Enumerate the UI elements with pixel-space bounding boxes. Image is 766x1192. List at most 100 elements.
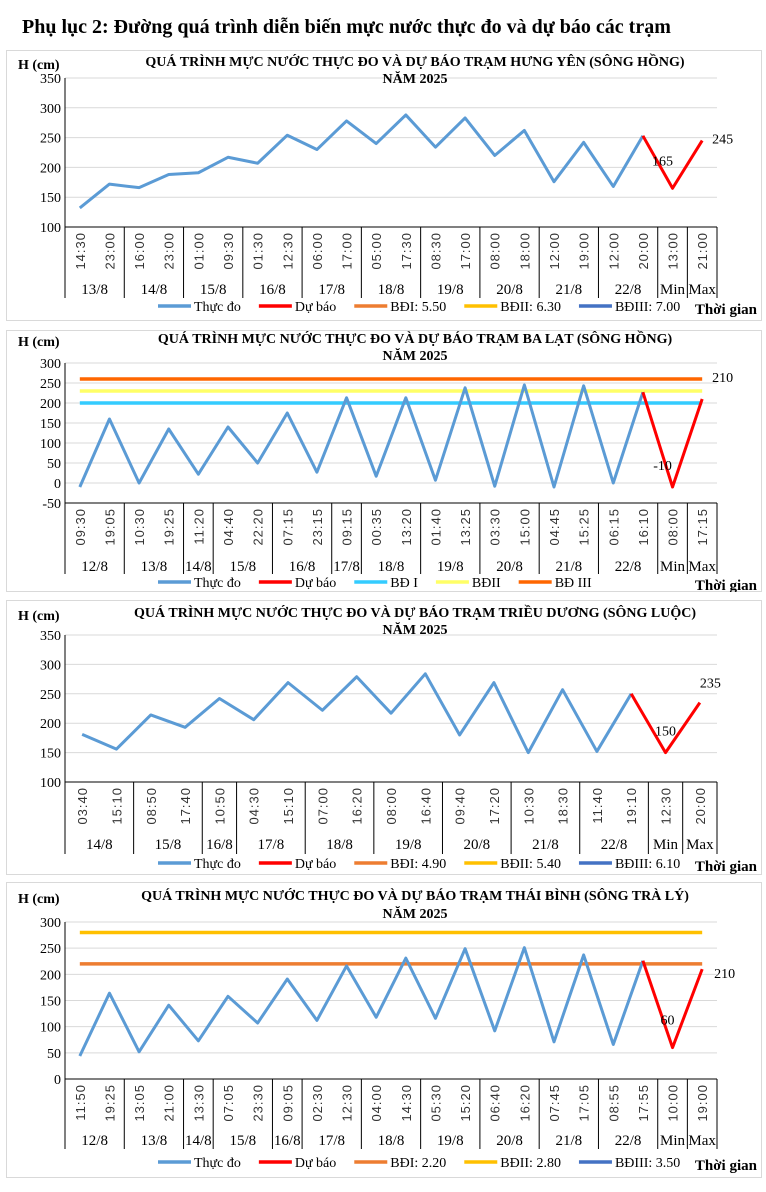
time-tick-label: 04:45 — [547, 508, 562, 546]
date-group-label: 14/8 — [141, 282, 168, 298]
chart-border — [6, 330, 762, 592]
legend-item-label: BĐI: 2.20 — [390, 1156, 446, 1171]
time-tick-label: 08:30 — [428, 232, 443, 270]
chart-subtitle: NĂM 2025 — [383, 347, 448, 364]
chart-station-1: -50 0 50 100 150 200 250 300 12/8 13/8 14/8 15/8 16/… — [0, 329, 766, 594]
y-tick-label: 250 — [40, 377, 61, 392]
y-tick-label: 200 — [40, 717, 61, 732]
time-tick-label: 23:15 — [310, 508, 325, 546]
date-group-label: 17/8 — [333, 559, 360, 575]
y-axis-label: H (cm) — [18, 58, 60, 73]
y-tick-label: 350 — [40, 72, 61, 87]
time-tick-label: 08:00 — [666, 508, 681, 546]
date-group-label: 20/8 — [463, 837, 490, 853]
date-group-label: 16/8 — [289, 559, 316, 575]
forecast-data-label: 165 — [652, 154, 673, 169]
time-tick-label: 19:25 — [162, 508, 177, 546]
date-group-label: 19/8 — [437, 1133, 464, 1149]
time-tick-label: 19:05 — [102, 508, 117, 546]
chart-border — [6, 600, 762, 875]
legend-item-label: Thực đo — [194, 576, 241, 591]
date-group-label: 16/8 — [274, 1133, 301, 1149]
time-tick-label: 02:30 — [310, 1084, 325, 1122]
chart-svg: 100 150 200 250 300 350 14/8 15/8 16/8 17/8 18/8 19… — [6, 600, 762, 875]
x-axis-label: Thời gian — [695, 578, 758, 592]
time-tick-label: 15:00 — [517, 508, 532, 546]
time-tick-label: 17:05 — [577, 1084, 592, 1122]
time-tick-label: 17:55 — [636, 1084, 651, 1122]
time-tick-label: 04:00 — [369, 1084, 384, 1122]
legend-item-label: BĐII: 6.30 — [500, 300, 561, 315]
date-group-label: 21/8 — [532, 837, 559, 853]
time-tick-label: 23:30 — [251, 1084, 266, 1122]
y-tick-label: 100 — [40, 776, 61, 791]
legend-item-label: BĐIII: 7.00 — [615, 300, 680, 315]
time-tick-label: 09:05 — [280, 1084, 295, 1122]
time-tick-label: 07:00 — [315, 787, 330, 825]
date-group-label: 14/8 — [185, 1133, 212, 1149]
date-group-label: 21/8 — [555, 559, 582, 575]
legend: Thực đo Dự báo BĐ I BĐII BĐ III — [158, 576, 592, 591]
time-tick-label: 21:00 — [162, 1084, 177, 1122]
time-tick-label: 11:20 — [191, 508, 206, 545]
chart-subtitle: NĂM 2025 — [383, 905, 448, 922]
time-tick-label: 15:10 — [281, 787, 296, 825]
date-group-label: 12/8 — [81, 559, 108, 575]
date-group-label: Max — [688, 282, 716, 298]
time-tick-label: 13:30 — [191, 1084, 206, 1122]
date-group-label: 19/8 — [437, 559, 464, 575]
time-tick-label: 17:40 — [178, 787, 193, 825]
date-group-label: Min — [653, 837, 679, 853]
date-group-label: Max — [686, 837, 714, 853]
time-tick-label: 12:30 — [340, 1084, 355, 1122]
time-tick-label: 15:10 — [109, 787, 124, 825]
date-group-label: 16/8 — [206, 837, 233, 853]
y-axis-label: H (cm) — [18, 609, 60, 624]
y-tick-label: 50 — [47, 1047, 61, 1062]
time-tick-label: 12:30 — [659, 787, 674, 825]
legend-item-label: BĐIII: 3.50 — [615, 1156, 680, 1171]
y-tick-label: 100 — [40, 1021, 61, 1036]
time-tick-label: 10:30 — [132, 508, 147, 546]
chart-svg: 100 150 200 250 300 350 13/8 14/8 15/8 16/8 17/8 18… — [6, 50, 762, 321]
date-group-label: 22/8 — [601, 837, 628, 853]
observed-series-line — [78, 113, 645, 210]
time-tick-label: 12:00 — [606, 232, 621, 270]
legend-item-label: Dự báo — [295, 1156, 336, 1171]
legend-item-label: BĐI: 5.50 — [390, 300, 446, 315]
legend-item-label: Dự báo — [295, 857, 336, 872]
date-group-label: 13/8 — [141, 559, 168, 575]
legend-item-label: BĐIII: 6.10 — [615, 857, 680, 872]
y-tick-label: 300 — [40, 658, 61, 673]
y-tick-label: 50 — [47, 457, 61, 472]
time-tick-label: 08:50 — [144, 787, 159, 825]
chart-svg: -50 0 50 100 150 200 250 300 12/8 13/8 14/8 15/8 16/… — [6, 329, 762, 594]
x-axis-label: Thời gian — [695, 859, 758, 875]
time-tick-label: 13:05 — [132, 1084, 147, 1122]
chart-title: QUÁ TRÌNH MỰC NƯỚC THỰC ĐO VÀ DỰ BÁO TRẠ… — [134, 604, 696, 621]
legend-item-label: BĐ I — [390, 576, 418, 591]
time-tick-label: 03:30 — [488, 508, 503, 546]
time-tick-label: 12:00 — [547, 232, 562, 270]
time-tick-label: 16:20 — [517, 1084, 532, 1122]
y-tick-label: 100 — [40, 437, 61, 452]
time-tick-label: 22:20 — [251, 508, 266, 546]
time-tick-label: 15:25 — [577, 508, 592, 546]
time-tick-label: 19:00 — [695, 1084, 710, 1122]
time-tick-label: 01:00 — [191, 232, 206, 270]
time-tick-label: 10:30 — [521, 787, 536, 825]
time-tick-label: 07:45 — [547, 1084, 562, 1122]
time-tick-label: 17:30 — [399, 232, 414, 270]
date-group-label: 18/8 — [378, 559, 405, 575]
time-tick-label: 00:35 — [369, 508, 384, 546]
y-tick-label: 300 — [40, 102, 61, 117]
time-tick-label: 04:40 — [221, 508, 236, 546]
time-tick-label: 23:00 — [162, 232, 177, 270]
time-tick-label: 16:20 — [350, 787, 365, 825]
time-tick-label: 10:00 — [666, 1084, 681, 1122]
time-tick-label: 01:40 — [428, 508, 443, 546]
date-group-label: 21/8 — [555, 282, 582, 298]
time-tick-label: 18:00 — [517, 232, 532, 270]
forecast-data-label: 235 — [700, 677, 721, 692]
date-group-label: 14/8 — [185, 559, 212, 575]
